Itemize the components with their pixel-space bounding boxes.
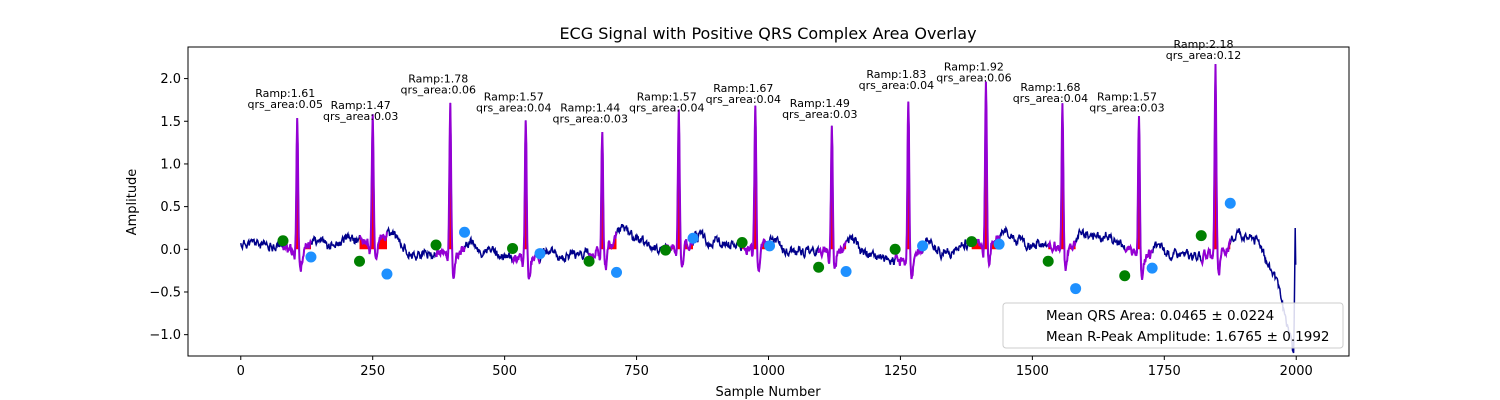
y-tick-label: −0.5	[149, 285, 181, 300]
y-tick-label: 1.0	[160, 157, 181, 172]
peak-label-qrs-area: qrs_area:0.06	[401, 83, 476, 96]
peak-label-ramp: Ramp:1.44	[560, 101, 620, 114]
peak-label-qrs-area: qrs_area:0.03	[553, 112, 628, 125]
x-tick-label: 1500	[1016, 364, 1049, 379]
peak-label-ramp: Ramp:1.57	[637, 90, 697, 103]
chart-title: ECG Signal with Positive QRS Complex Are…	[559, 24, 976, 43]
qrs-offset-marker	[1070, 283, 1082, 295]
qrs-onset-marker	[354, 255, 366, 267]
peak-label-ramp: Ramp:1.68	[1020, 81, 1080, 94]
y-tick-label: −1.0	[149, 328, 181, 343]
x-tick-label: 750	[624, 364, 649, 379]
x-tick-label: 250	[360, 364, 385, 379]
peak-label-qrs-area: qrs_area:0.04	[629, 101, 704, 114]
qrs-segment-line	[894, 101, 924, 280]
qrs-offset-marker	[840, 265, 852, 277]
peak-label-qrs-area: qrs_area:0.03	[782, 108, 857, 121]
peak-label-qrs-area: qrs_area:0.04	[706, 93, 781, 106]
peak-label-ramp: Ramp:1.57	[1097, 90, 1157, 103]
peak-label-ramp: Ramp:1.61	[255, 87, 315, 100]
qrs-offset-marker	[917, 240, 929, 252]
qrs-segment-line	[359, 114, 388, 261]
qrs-onset-marker	[966, 236, 978, 248]
peak-label-ramp: Ramp:1.78	[408, 72, 468, 85]
qrs-offset-marker	[611, 266, 623, 278]
qrs-segment-line	[435, 102, 466, 279]
peak-label-ramp: Ramp:1.83	[866, 68, 926, 81]
peak-label-qrs-area: qrs_area:0.04	[476, 101, 551, 114]
qrs-offset-marker	[687, 232, 699, 244]
qrs-offset-marker	[993, 238, 1005, 250]
peak-label-qrs-area: qrs_area:0.04	[1013, 92, 1088, 105]
qrs-onset-marker	[507, 242, 519, 254]
qrs-segment-line	[1047, 103, 1077, 271]
qrs-offset-marker	[764, 240, 776, 252]
y-tick-label: 2.0	[160, 72, 181, 87]
y-axis-title: Amplitude	[125, 169, 140, 236]
legend-entry-mean-qrs-area: Mean QRS Area: 0.0465 ± 0.0224	[1046, 308, 1274, 324]
peak-label-ramp: Ramp:2.18	[1173, 38, 1233, 51]
qrs-onset-marker	[1042, 255, 1054, 267]
qrs-segment-line	[741, 105, 771, 273]
qrs-segment-line	[282, 118, 312, 272]
legend: Mean QRS Area: 0.0465 ± 0.0224 Mean R-Pe…	[1002, 302, 1344, 349]
qrs-onset-marker	[660, 244, 672, 256]
y-tick-label: 0.0	[160, 243, 181, 258]
x-tick-label: 0	[237, 364, 245, 379]
x-tick-label: 1250	[884, 364, 917, 379]
qrs-offset-marker	[381, 268, 393, 280]
qrs-onset-marker	[1119, 270, 1131, 282]
peak-label-qrs-area: qrs_area:0.03	[1089, 101, 1164, 114]
x-tick-label: 1750	[1148, 364, 1181, 379]
peak-label-qrs-area: qrs_area:0.03	[323, 110, 398, 123]
y-tick-label: 1.5	[160, 115, 181, 130]
peak-label-ramp: Ramp:1.57	[484, 90, 544, 103]
peak-label-ramp: Ramp:1.49	[790, 97, 850, 110]
x-tick-label: 2000	[1280, 364, 1313, 379]
qrs-onset-marker	[736, 236, 748, 248]
qrs-segment-line	[588, 131, 618, 271]
x-tick-label: 500	[492, 364, 517, 379]
x-tick-label: 1000	[752, 364, 785, 379]
qrs-offset-marker	[305, 251, 317, 263]
qrs-onset-marker	[889, 243, 901, 255]
peak-label-qrs-area: qrs_area:0.12	[1166, 49, 1241, 62]
qrs-segment-line	[1123, 116, 1154, 280]
qrs-offset-marker	[1146, 262, 1158, 274]
legend-box	[1002, 302, 1344, 349]
peak-label-qrs-area: qrs_area:0.05	[248, 98, 323, 111]
peak-label-qrs-area: qrs_area:0.04	[859, 79, 934, 92]
qrs-onset-marker	[1195, 230, 1207, 242]
qrs-offset-marker	[1224, 197, 1236, 209]
qrs-onset-marker	[277, 235, 289, 247]
legend-entry-mean-r-peak-amplitude: Mean R-Peak Amplitude: 1.6765 ± 0.1992	[1046, 329, 1330, 345]
peak-label-ramp: Ramp:1.92	[944, 60, 1004, 73]
qrs-offset-marker	[534, 248, 546, 260]
x-axis-title: Sample Number	[715, 385, 821, 400]
qrs-segment-line	[1200, 64, 1232, 276]
qrs-onset-marker	[583, 255, 595, 267]
peak-label-ramp: Ramp:1.67	[713, 82, 773, 95]
qrs-onset-marker	[813, 261, 825, 273]
peak-label-qrs-area: qrs_area:0.06	[936, 71, 1011, 84]
qrs-offset-marker	[459, 226, 471, 238]
qrs-segment-line	[817, 125, 848, 269]
qrs-onset-marker	[430, 239, 442, 251]
y-tick-label: 0.5	[160, 200, 181, 215]
peak-label-ramp: Ramp:1.47	[331, 99, 391, 112]
